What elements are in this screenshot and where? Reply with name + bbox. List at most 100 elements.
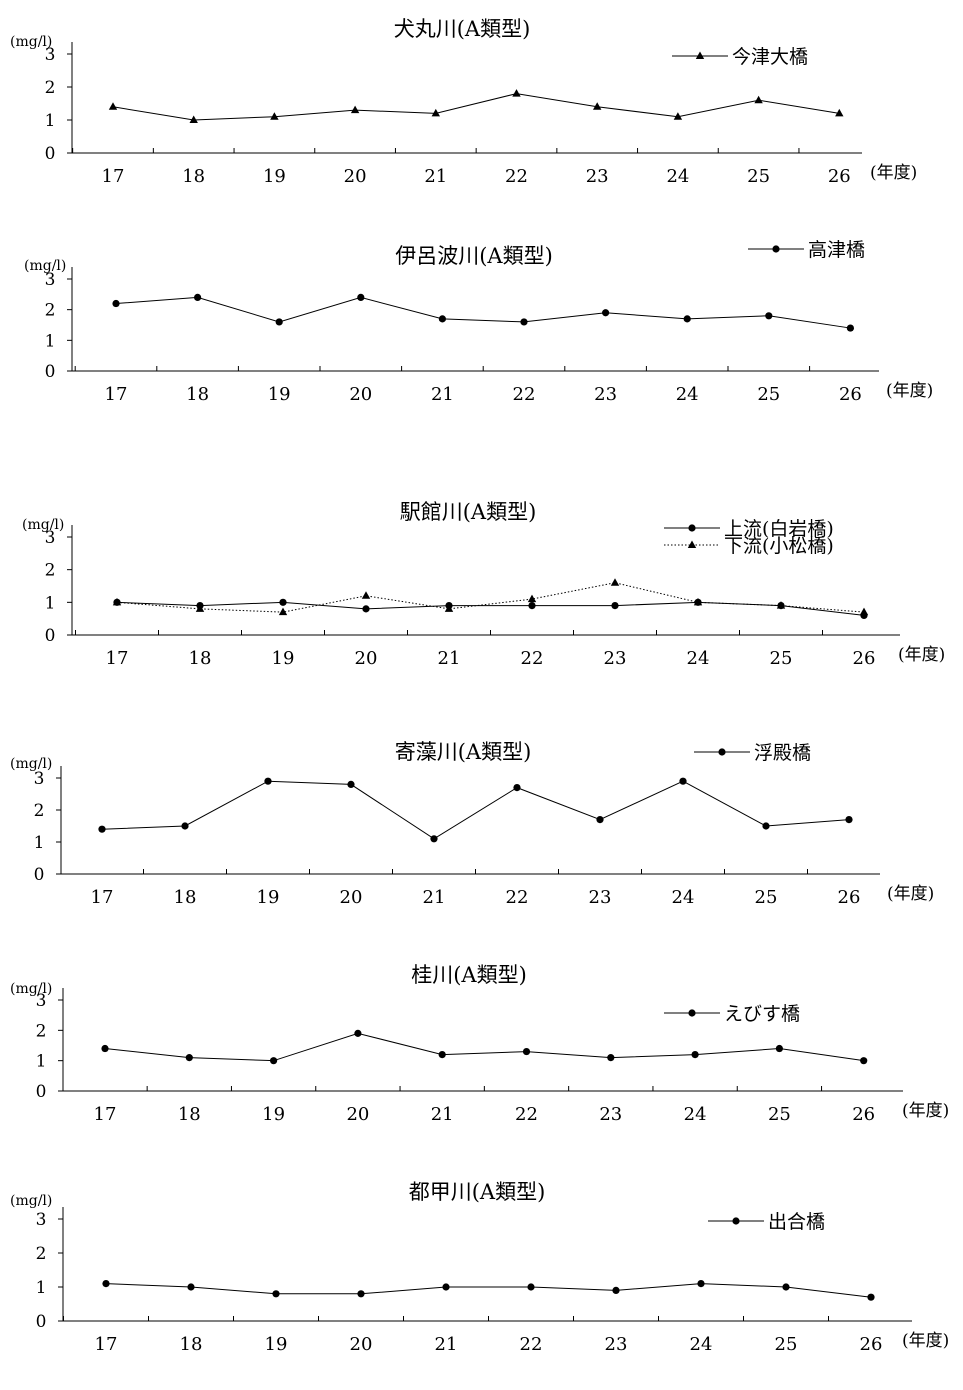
x-axis-unit-label: (年度) xyxy=(902,1331,949,1351)
legend-marker xyxy=(718,748,726,756)
y-tick-label: 0 xyxy=(34,865,45,885)
legend-marker xyxy=(695,51,705,59)
y-tick-label: 1 xyxy=(36,1052,47,1072)
data-point xyxy=(845,816,853,824)
x-tick-label: 19 xyxy=(268,384,291,405)
x-tick-label: 25 xyxy=(768,1104,791,1125)
y-tick-label: 1 xyxy=(45,331,56,351)
data-point xyxy=(679,777,687,785)
x-tick-label: 19 xyxy=(265,1334,288,1355)
data-point xyxy=(611,602,619,610)
data-point xyxy=(593,102,602,110)
data-point xyxy=(522,1047,531,1056)
data-point xyxy=(775,1044,784,1053)
series-line xyxy=(105,1283,872,1298)
y-axis-unit-label: (mg/l) xyxy=(10,756,52,772)
data-point xyxy=(362,605,370,613)
x-tick-label: 17 xyxy=(106,648,129,669)
data-point xyxy=(264,777,272,785)
data-point xyxy=(596,816,604,824)
x-tick-label: 19 xyxy=(262,1104,285,1125)
data-point xyxy=(520,318,528,326)
x-tick-label: 23 xyxy=(605,1334,628,1355)
y-tick-label: 3 xyxy=(36,1210,47,1230)
x-tick-label: 26 xyxy=(853,648,876,669)
x-tick-label: 21 xyxy=(424,166,447,187)
x-tick-label: 18 xyxy=(180,1334,203,1355)
legend-marker xyxy=(688,524,696,532)
legend-label: 下流(小松橋) xyxy=(724,535,834,557)
data-point xyxy=(102,1280,110,1288)
x-tick-label: 22 xyxy=(513,384,536,405)
y-axis-unit-label: (mg/l) xyxy=(10,34,52,50)
x-tick-label: 24 xyxy=(666,166,689,187)
data-point xyxy=(181,822,189,830)
data-point xyxy=(612,1286,620,1294)
data-point xyxy=(527,1283,535,1291)
x-tick-label: 17 xyxy=(94,1104,117,1125)
x-tick-label: 26 xyxy=(839,384,862,405)
x-axis-unit-label: (年度) xyxy=(870,163,917,183)
x-tick-label: 23 xyxy=(604,648,627,669)
legend-label: 出合橋 xyxy=(768,1211,825,1233)
data-point xyxy=(860,1057,868,1065)
x-tick-label: 17 xyxy=(91,887,114,908)
legend-label: 今津大橋 xyxy=(732,46,808,68)
x-axis-unit-label: (年度) xyxy=(902,1101,949,1121)
data-point xyxy=(673,112,683,120)
x-tick-label: 20 xyxy=(344,166,367,187)
data-point xyxy=(776,601,786,609)
x-axis-unit-label: (年度) xyxy=(886,381,933,401)
legend-label: えびす橋 xyxy=(724,1003,800,1025)
chart-title: 犬丸川(A類型) xyxy=(394,17,531,41)
x-tick-label: 21 xyxy=(435,1334,458,1355)
x-tick-label: 25 xyxy=(775,1334,798,1355)
data-point xyxy=(602,309,610,317)
x-axis-unit-label: (年度) xyxy=(898,645,945,665)
x-tick-label: 22 xyxy=(520,1334,543,1355)
x-tick-label: 26 xyxy=(828,166,851,187)
data-point xyxy=(112,597,122,606)
legend-label: 上流(白岩橋) xyxy=(724,518,834,540)
data-point xyxy=(867,1293,875,1301)
y-tick-label: 0 xyxy=(36,1082,47,1102)
x-tick-label: 19 xyxy=(257,887,280,908)
chart-katsura: 桂川(A類型) (mg/l) 0 1 2 3 17 18 19 20 21 22 23 24 25 26 (年度… xyxy=(0,958,963,1176)
data-point xyxy=(272,1290,280,1298)
x-tick-label: 18 xyxy=(186,384,209,405)
chart-inumaru: 犬丸川(A類型) (mg/l) 0 1 2 3 17 18 19 20 21 22 23 24 25 26 (年… xyxy=(0,10,963,228)
x-tick-label: 20 xyxy=(355,648,378,669)
series-line xyxy=(104,1032,864,1062)
x-tick-label: 22 xyxy=(515,1104,538,1125)
data-point xyxy=(270,112,279,120)
y-tick-label: 2 xyxy=(36,1021,47,1041)
data-point xyxy=(101,1044,109,1053)
chart-title: 駅館川(A類型) xyxy=(400,500,537,524)
data-point xyxy=(762,822,770,830)
x-tick-label: 24 xyxy=(672,887,695,908)
x-tick-label: 21 xyxy=(431,384,454,405)
data-point xyxy=(98,825,106,833)
data-point xyxy=(357,1290,365,1298)
x-tick-label: 24 xyxy=(676,384,699,405)
legend-label: 浮殿橋 xyxy=(754,742,811,764)
data-point xyxy=(438,315,446,323)
data-point xyxy=(859,607,869,616)
x-tick-label: 23 xyxy=(586,166,609,187)
x-tick-label: 18 xyxy=(189,648,212,669)
x-tick-label: 23 xyxy=(594,384,617,405)
x-tick-label: 19 xyxy=(272,648,295,669)
x-tick-label: 25 xyxy=(757,384,780,405)
data-point xyxy=(187,1283,195,1291)
y-tick-label: 1 xyxy=(45,111,56,131)
data-point xyxy=(195,604,205,612)
y-tick-label: 2 xyxy=(34,801,45,821)
x-tick-label: 22 xyxy=(521,648,544,669)
x-tick-label: 22 xyxy=(505,166,528,187)
x-tick-label: 18 xyxy=(178,1104,201,1125)
data-point xyxy=(354,1029,362,1037)
data-point xyxy=(513,784,521,792)
